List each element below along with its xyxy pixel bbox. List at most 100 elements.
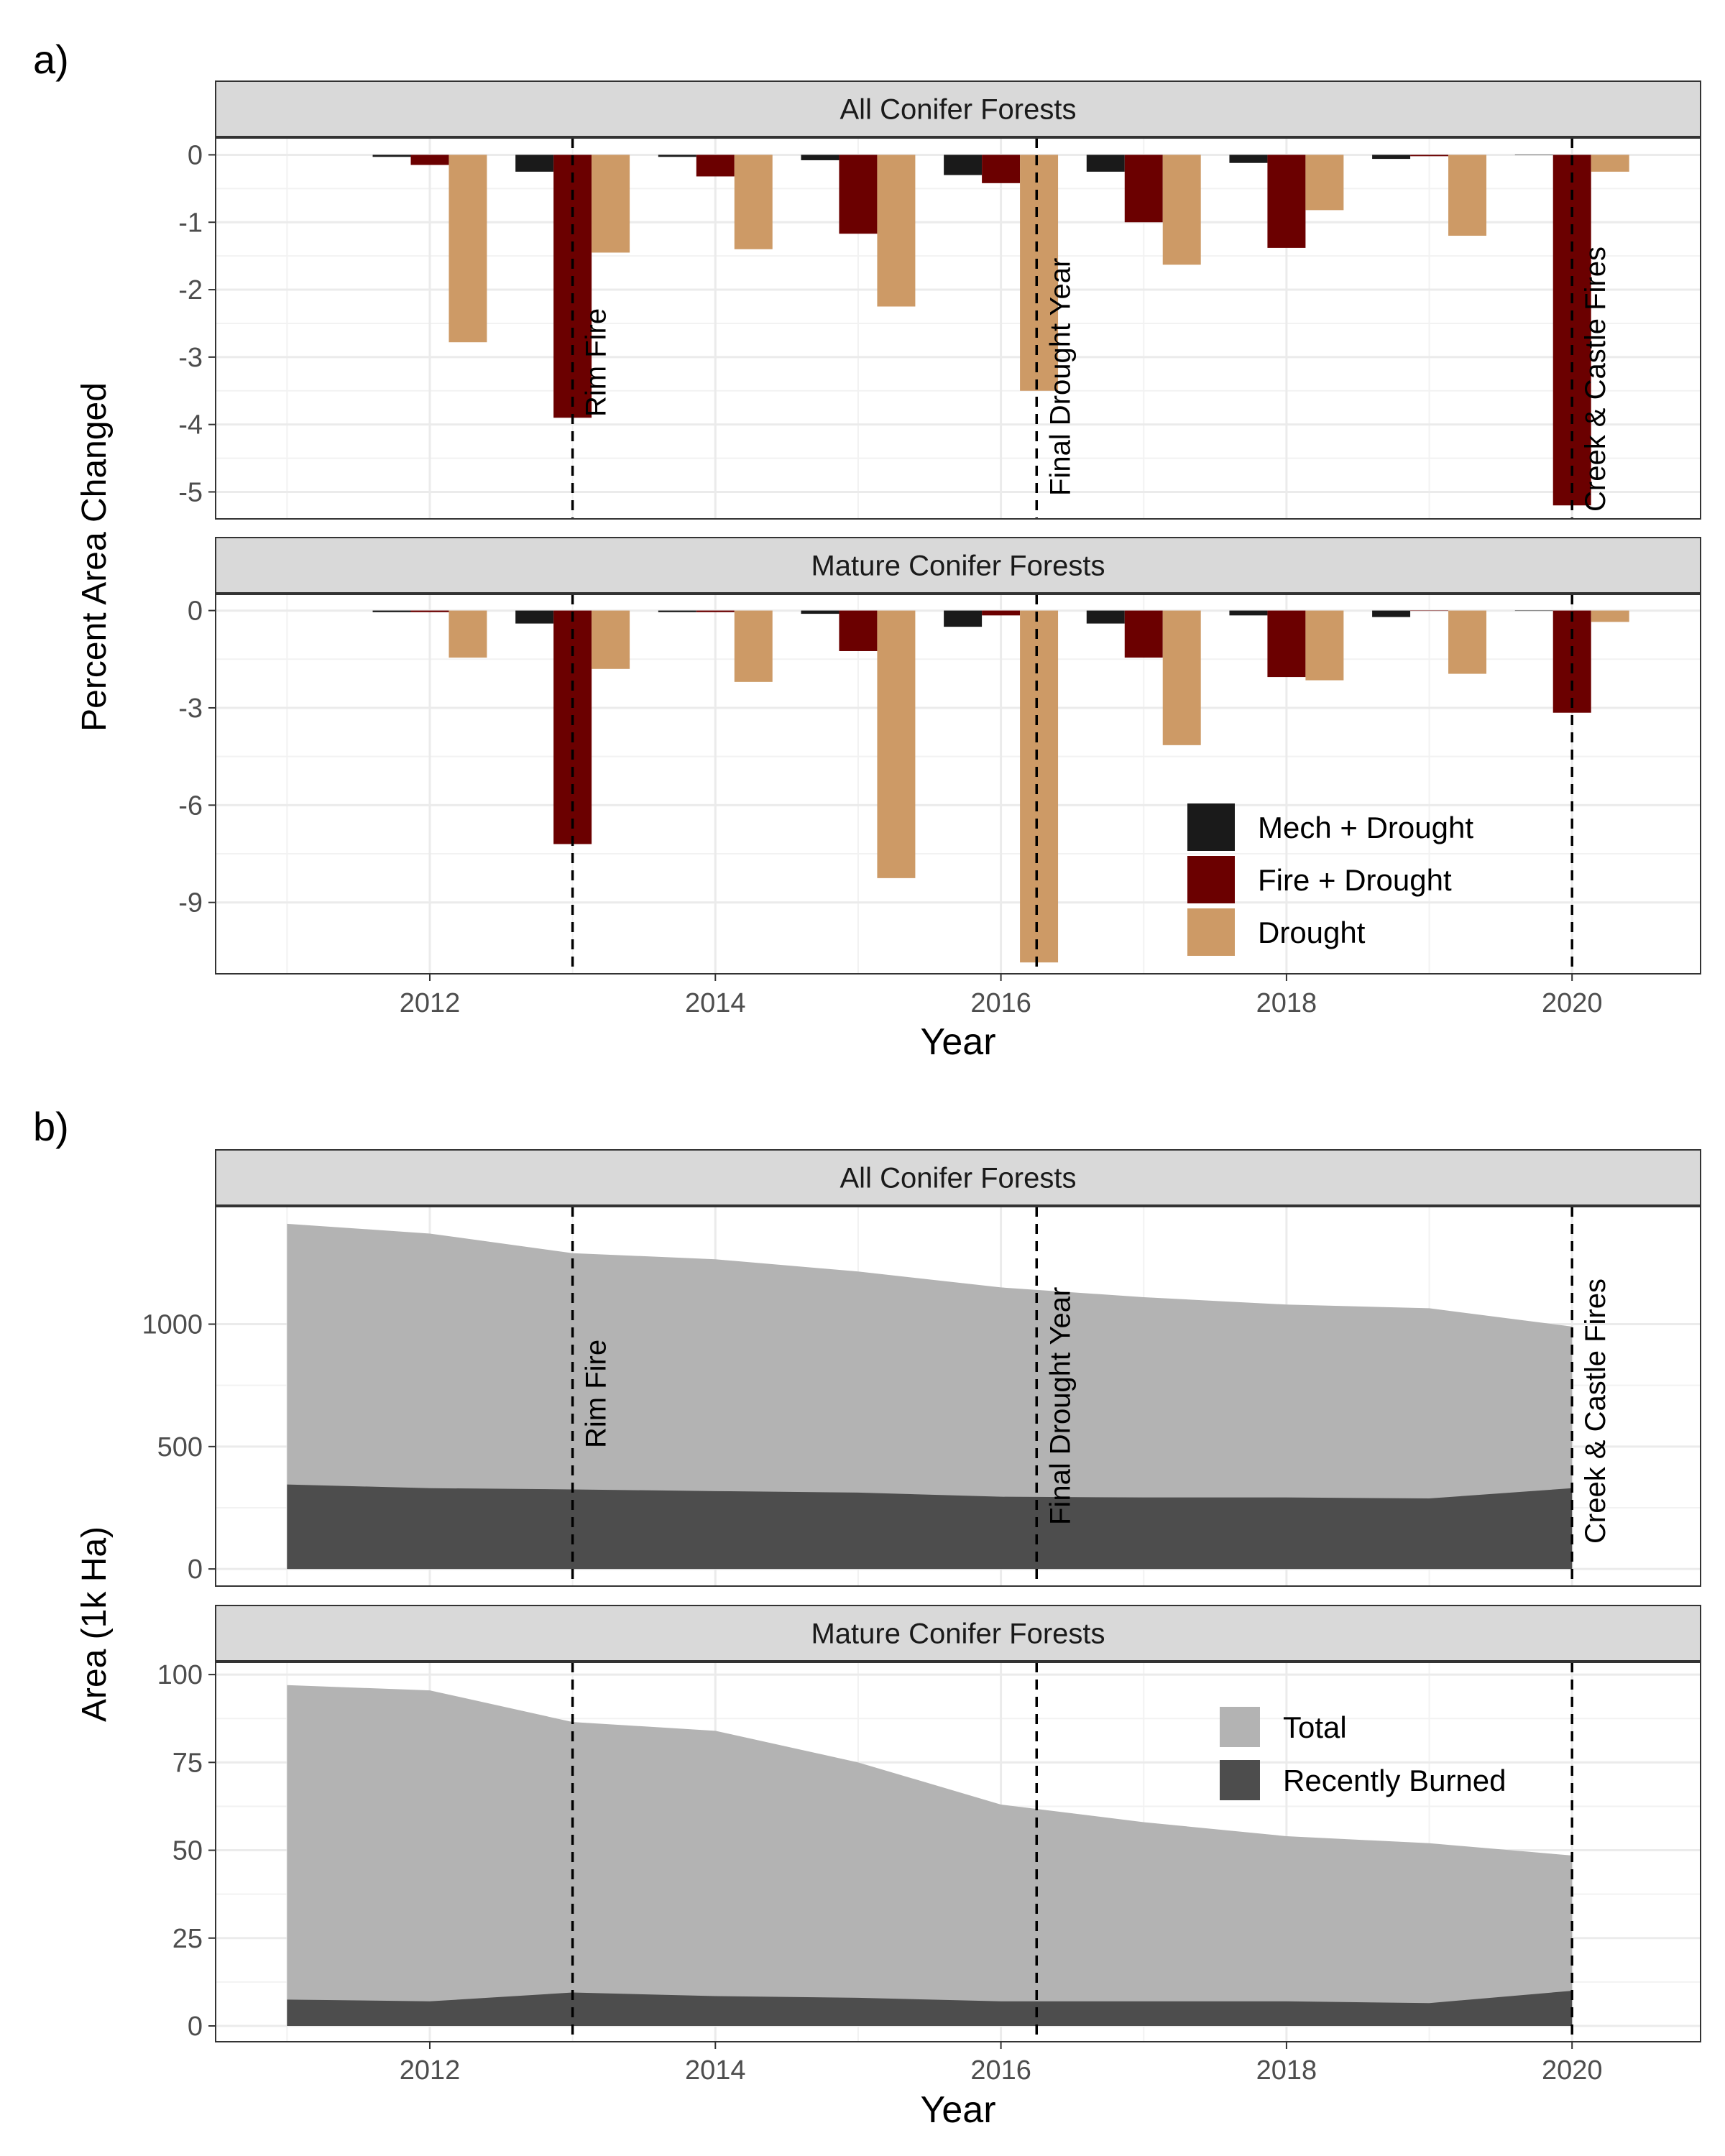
- facet-strip-title: All Conifer Forests: [840, 94, 1077, 126]
- y-tick-label: -6: [178, 791, 203, 821]
- bar-mech-drought-2018: [1229, 610, 1268, 616]
- bar-mech-drought-2014: [658, 610, 696, 612]
- plot-border: [215, 594, 1701, 975]
- y-tick-label: 50: [172, 1836, 203, 1866]
- facet-strip-title: Mature Conifer Forests: [811, 550, 1105, 582]
- facet-strip: [215, 1605, 1701, 1662]
- bar-drought-2012: [448, 155, 487, 343]
- vline-label-rim-fire: Rim Fire: [581, 1340, 612, 1448]
- y-tick-label: -4: [178, 410, 203, 441]
- x-tick-label: 2020: [1542, 2055, 1603, 2086]
- legend-label-total: Total: [1283, 1710, 1347, 1744]
- bar-drought-2014: [734, 610, 773, 682]
- bar-mech-drought-2015: [801, 155, 840, 160]
- legend-swatch-recently-burned: [1220, 1760, 1260, 1800]
- bar-fire-drought-2012: [410, 155, 449, 165]
- bar-fire-drought-2018: [1267, 610, 1306, 678]
- bar-fire-drought-2020: [1552, 610, 1591, 713]
- panel-a-y-axis-label: Percent Area Changed: [75, 382, 114, 732]
- panel-b-x-axis-label: Year: [920, 2089, 995, 2131]
- bar-drought-2017: [1162, 610, 1201, 745]
- vline-label-creek-castle-fires: Creek & Castle Fires: [1580, 1279, 1611, 1544]
- legend-swatch-mech-drought: [1187, 803, 1235, 851]
- bar-drought-2013: [592, 155, 630, 253]
- x-tick-label: 2016: [970, 988, 1031, 1018]
- bar-fire-drought-2015: [839, 610, 878, 651]
- area-recently-burned: [287, 1991, 1573, 2026]
- bar-mech-drought-2013: [515, 610, 554, 624]
- facet-mature-conifer-forests: Mature Conifer Forests 0 -3 -6 -9 2012 2014 201…: [178, 537, 1701, 1018]
- y-tick-label: 0: [188, 140, 203, 170]
- x-tick-label: 2016: [970, 2055, 1031, 2086]
- bar-mech-drought-2016: [944, 155, 983, 175]
- y-tick-label: 0: [188, 1554, 203, 1585]
- bar-fire-drought-2017: [1124, 610, 1163, 658]
- y-tick-label: 75: [172, 1748, 203, 1778]
- y-tick-label: 25: [172, 1924, 203, 1954]
- x-tick-label: 2018: [1256, 988, 1317, 1018]
- vline-label-final-drought-year: Final Drought Year: [1044, 258, 1076, 496]
- bar-fire-drought-2019: [1410, 155, 1449, 157]
- plot-border: [215, 1206, 1701, 1587]
- x-tick-label: 2014: [685, 2055, 746, 2086]
- legend-label-fire-drought: Fire + Drought: [1258, 863, 1452, 897]
- bar-fire-drought-2014: [696, 610, 735, 612]
- facet-all-conifer-forests: All Conifer Forests 0 500 1000: [142, 1149, 1701, 1587]
- bar-drought-2016: [1020, 155, 1059, 391]
- bar-mech-drought-2018: [1229, 155, 1268, 163]
- bar-drought-2014: [734, 155, 773, 249]
- bar-fire-drought-2017: [1124, 155, 1163, 223]
- bar-mech-drought-2012: [372, 610, 411, 612]
- vline-label-creek-castle-fires: Creek & Castle Fires: [1580, 247, 1611, 512]
- legend-label-drought: Drought: [1258, 916, 1366, 949]
- bar-mech-drought-2020: [1514, 610, 1553, 612]
- bar-drought-2012: [448, 610, 487, 658]
- bar-fire-drought-2015: [839, 155, 878, 234]
- legend-label-mech-drought: Mech + Drought: [1258, 811, 1473, 844]
- y-tick-label: -3: [178, 343, 203, 373]
- legend-swatch-total: [1220, 1707, 1260, 1747]
- x-tick-label: 2014: [685, 988, 746, 1018]
- y-tick-label: 100: [157, 1660, 203, 1690]
- x-tick-label: 2012: [400, 988, 461, 1018]
- bar-mech-drought-2019: [1372, 155, 1411, 160]
- y-tick-label: -3: [178, 694, 203, 724]
- facet-strip: [215, 1149, 1701, 1206]
- bar-drought-2018: [1305, 610, 1344, 681]
- bar-drought-2020: [1591, 155, 1629, 172]
- panel-a-label: a): [33, 37, 69, 82]
- facet-strip: [215, 537, 1701, 594]
- panel-a-bar-chart: All Conifer Forests 0 -1 -2 -3 -4 -5 Mature Con…: [178, 80, 1701, 1018]
- area-recently-burned: [287, 1484, 1573, 1570]
- x-tick-label: 2018: [1256, 2055, 1317, 2086]
- facet-all-conifer-forests: All Conifer Forests 0 -1 -2 -3 -4 -5: [178, 80, 1701, 520]
- legend-label-recently-burned: Recently Burned: [1283, 1764, 1506, 1797]
- y-tick-label: 0: [188, 596, 203, 627]
- panel-b-y-axis-label: Area (1k Ha): [75, 1526, 114, 1722]
- bar-mech-drought-2013: [515, 155, 554, 172]
- bar-drought-2019: [1448, 155, 1487, 236]
- bar-fire-drought-2019: [1410, 610, 1449, 612]
- legend-swatch-drought: [1187, 908, 1235, 956]
- bar-mech-drought-2019: [1372, 610, 1411, 617]
- bar-mech-drought-2017: [1086, 155, 1125, 172]
- legend-swatch-fire-drought: [1187, 856, 1235, 903]
- bar-fire-drought-2014: [696, 155, 735, 177]
- y-tick-label: -1: [178, 208, 203, 238]
- facet-strip-title: Mature Conifer Forests: [811, 1618, 1105, 1650]
- y-tick-label: 0: [188, 2012, 203, 2042]
- legend: Mech + Drought Fire + Drought Drought: [1187, 803, 1473, 956]
- y-tick-label: -9: [178, 888, 203, 918]
- plot-border: [215, 1662, 1701, 2042]
- bar-fire-drought-2016: [982, 155, 1021, 183]
- bar-drought-2015: [877, 610, 916, 878]
- bar-fire-drought-2016: [982, 610, 1021, 616]
- y-tick-label: 1000: [142, 1310, 203, 1340]
- plot-border: [215, 137, 1701, 520]
- area-total: [287, 1223, 1573, 1570]
- bar-drought-2016: [1020, 610, 1059, 963]
- y-tick-label: 500: [157, 1432, 203, 1462]
- area-total: [287, 1685, 1573, 2026]
- facet-strip-title: All Conifer Forests: [840, 1163, 1077, 1194]
